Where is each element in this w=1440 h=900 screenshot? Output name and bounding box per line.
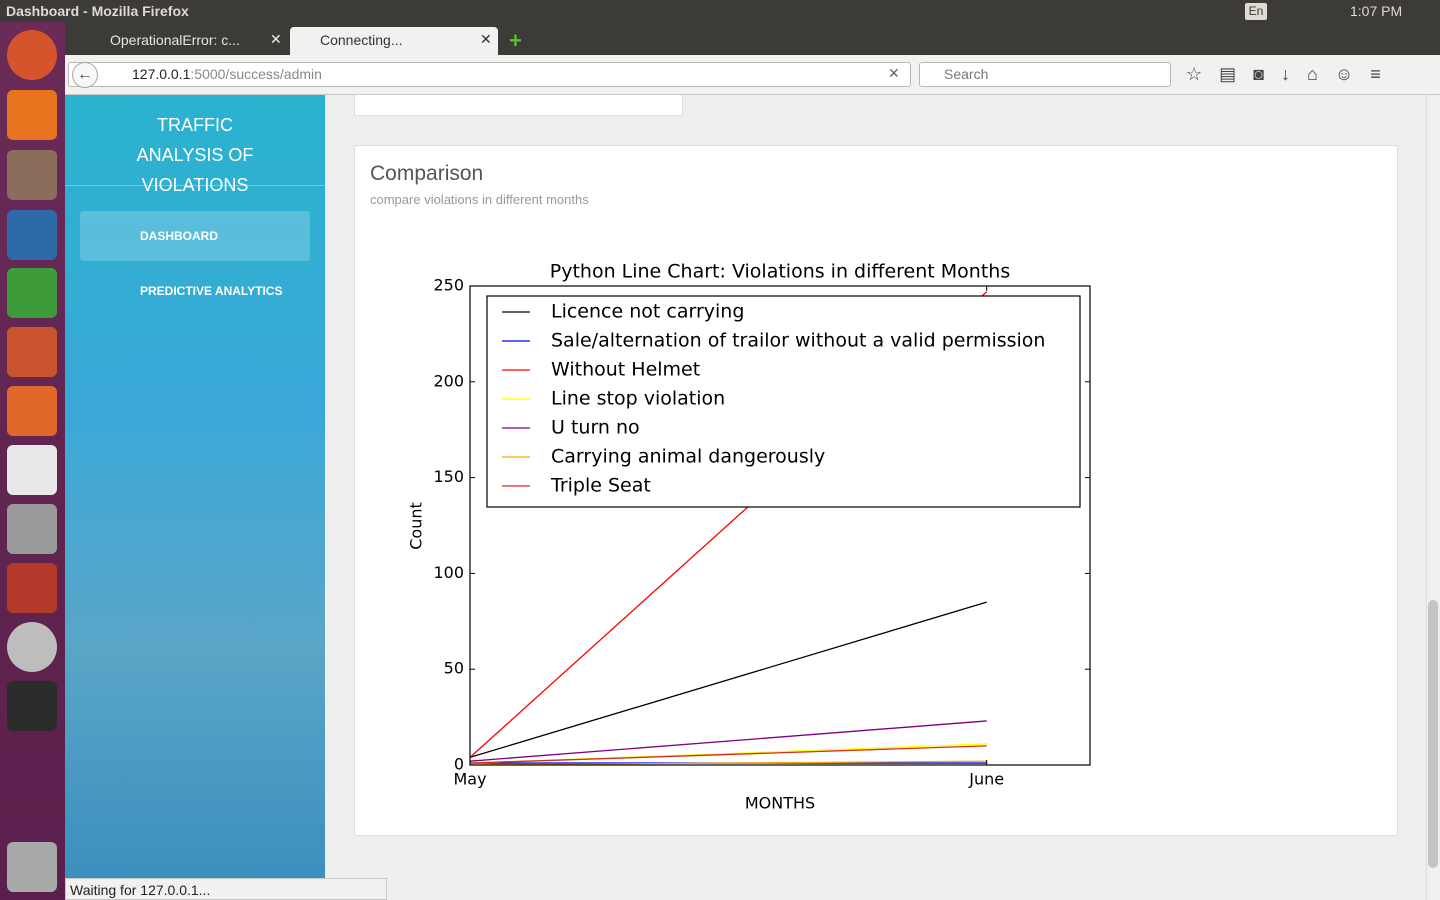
y-tick-label: 250 <box>433 276 464 295</box>
launcher-icon[interactable] <box>7 622 57 672</box>
scroll-thumb[interactable] <box>1428 600 1438 868</box>
card <box>354 95 683 116</box>
nav-item[interactable]: DASHBOARD <box>80 211 310 261</box>
legend-box <box>486 295 1081 508</box>
chart: Python Line Chart: Violations in differe… <box>407 261 1091 813</box>
launcher-icon[interactable] <box>7 445 57 495</box>
tab-close[interactable]: ✕ <box>270 31 282 47</box>
url-bar[interactable]: 127.0.0.1:5000/success/admin <box>68 62 911 87</box>
back-button[interactable]: ← <box>72 62 98 88</box>
launcher-icon[interactable] <box>7 327 57 377</box>
legend-label: Licence not carrying <box>551 301 744 323</box>
launcher-icon[interactable] <box>7 90 57 140</box>
x-axis-label: MONTHS <box>745 794 815 813</box>
series-line <box>469 720 987 762</box>
launcher-icon[interactable] <box>7 268 57 318</box>
card-subtitle: compare violations in different months <box>370 192 589 207</box>
launcher-icon[interactable] <box>7 150 57 200</box>
x-tick-label: May <box>453 770 486 789</box>
y-tick-label: 50 <box>444 659 464 678</box>
tab-close[interactable]: ✕ <box>480 31 492 47</box>
url-host: 127.0.0.1 <box>132 66 191 82</box>
y-tick-label: 200 <box>433 371 464 390</box>
y-tick-label: 100 <box>433 563 464 582</box>
series-line <box>469 601 987 758</box>
legend-label: Sale/alternation of trailor without a va… <box>551 330 1045 352</box>
launcher-icon[interactable] <box>7 210 57 260</box>
x-tick-label: June <box>968 770 1004 789</box>
search-box[interactable]: Search <box>919 62 1171 87</box>
card-title: Comparison <box>370 162 484 185</box>
legend-label: Line stop violation <box>551 388 725 410</box>
window-title: Dashboard - Mozilla Firefox <box>0 0 1440 22</box>
series-line <box>469 760 987 766</box>
keyboard-indicator[interactable]: En <box>1245 3 1267 20</box>
launcher-icon[interactable] <box>7 504 57 554</box>
toolbar-icons[interactable]: ☆▤◙↓⌂☺≡ <box>1186 64 1398 84</box>
sidebar <box>65 95 325 878</box>
tab[interactable]: Connecting... <box>290 27 498 55</box>
y-tick-label: 0 <box>454 755 464 774</box>
launcher <box>0 22 65 900</box>
launcher-icon[interactable] <box>7 386 57 436</box>
launcher-icon[interactable] <box>7 842 57 892</box>
legend-label: Carrying animal dangerously <box>551 446 825 468</box>
launcher-icon[interactable] <box>7 681 57 731</box>
legend-label: Without Helmet <box>551 359 700 381</box>
launcher-icon[interactable] <box>7 30 57 80</box>
nav-item[interactable]: PREDICTIVE ANALYTICS <box>140 284 283 298</box>
legend-label: Triple Seat <box>550 475 651 497</box>
plot-frame <box>469 285 1091 766</box>
series-line <box>469 745 987 764</box>
y-axis-label: Count <box>407 502 426 550</box>
url-clear[interactable]: ✕ <box>888 65 900 81</box>
legend-label: U turn no <box>551 417 640 439</box>
brand[interactable]: TRAFFIC ANALYSIS OF VIOLATIONS <box>136 115 254 195</box>
status-bar: Waiting for 127.0.0.1... <box>65 878 387 900</box>
clock[interactable]: 1:07 PM <box>1350 3 1403 19</box>
launcher-icon[interactable] <box>7 563 57 613</box>
chart-title: Python Line Chart: Violations in differe… <box>550 261 1010 283</box>
divider <box>65 185 325 186</box>
y-tick-label: 150 <box>433 467 464 486</box>
tab[interactable]: OperationalError: c... <box>110 32 240 48</box>
url-path: :5000/success/admin <box>190 66 322 82</box>
new-tab[interactable]: + <box>509 28 522 53</box>
